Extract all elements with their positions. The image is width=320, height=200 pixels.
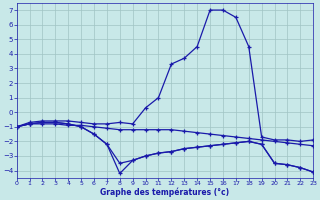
X-axis label: Graphe des températures (°c): Graphe des températures (°c) — [100, 188, 229, 197]
